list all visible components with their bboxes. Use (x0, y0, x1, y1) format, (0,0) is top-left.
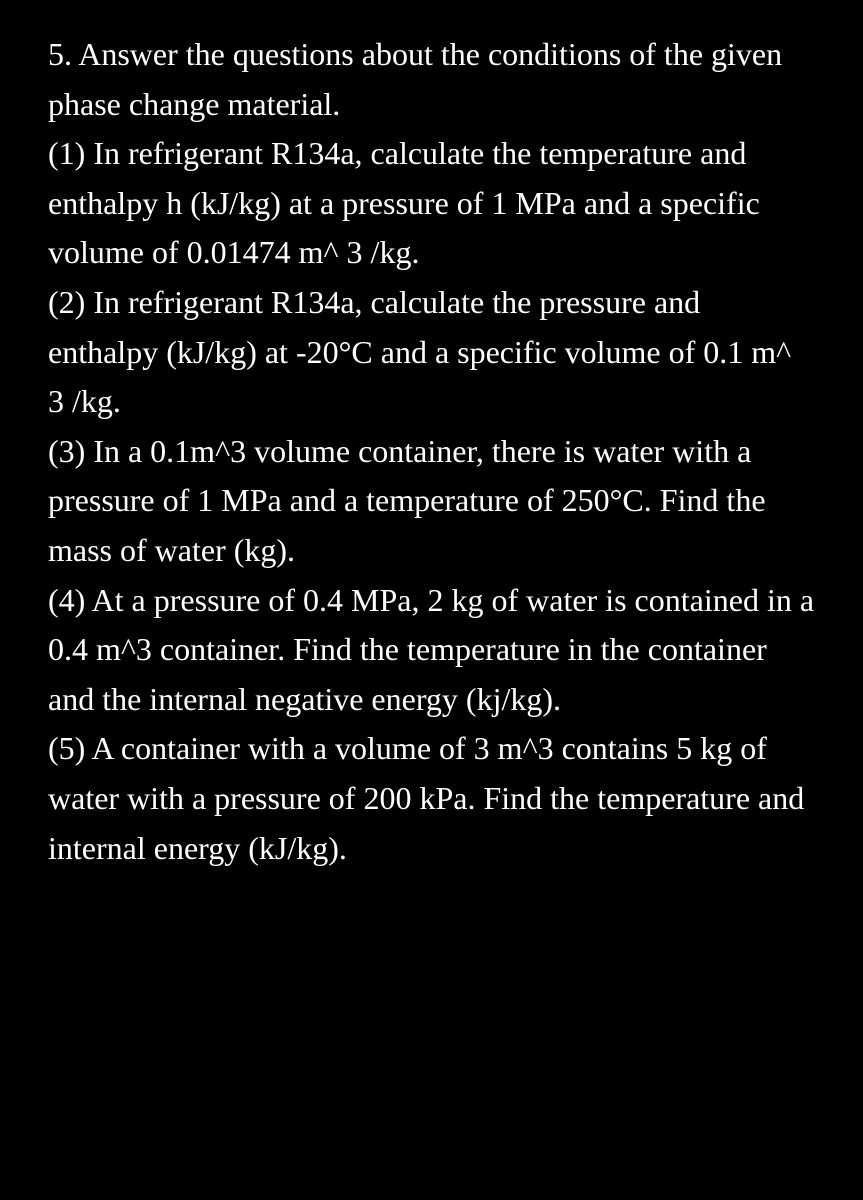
question-part-2: (2) In refrigerant R134a, calculate the … (48, 278, 815, 427)
question-part-1: (1) In refrigerant R134a, calculate the … (48, 129, 815, 278)
question-part-3: (3) In a 0.1m^3 volume container, there … (48, 427, 815, 576)
question-part-5: (5) A container with a volume of 3 m^3 c… (48, 724, 815, 873)
question-intro: 5. Answer the questions about the condit… (48, 30, 815, 129)
question-part-4: (4) At a pressure of 0.4 MPa, 2 kg of wa… (48, 576, 815, 725)
